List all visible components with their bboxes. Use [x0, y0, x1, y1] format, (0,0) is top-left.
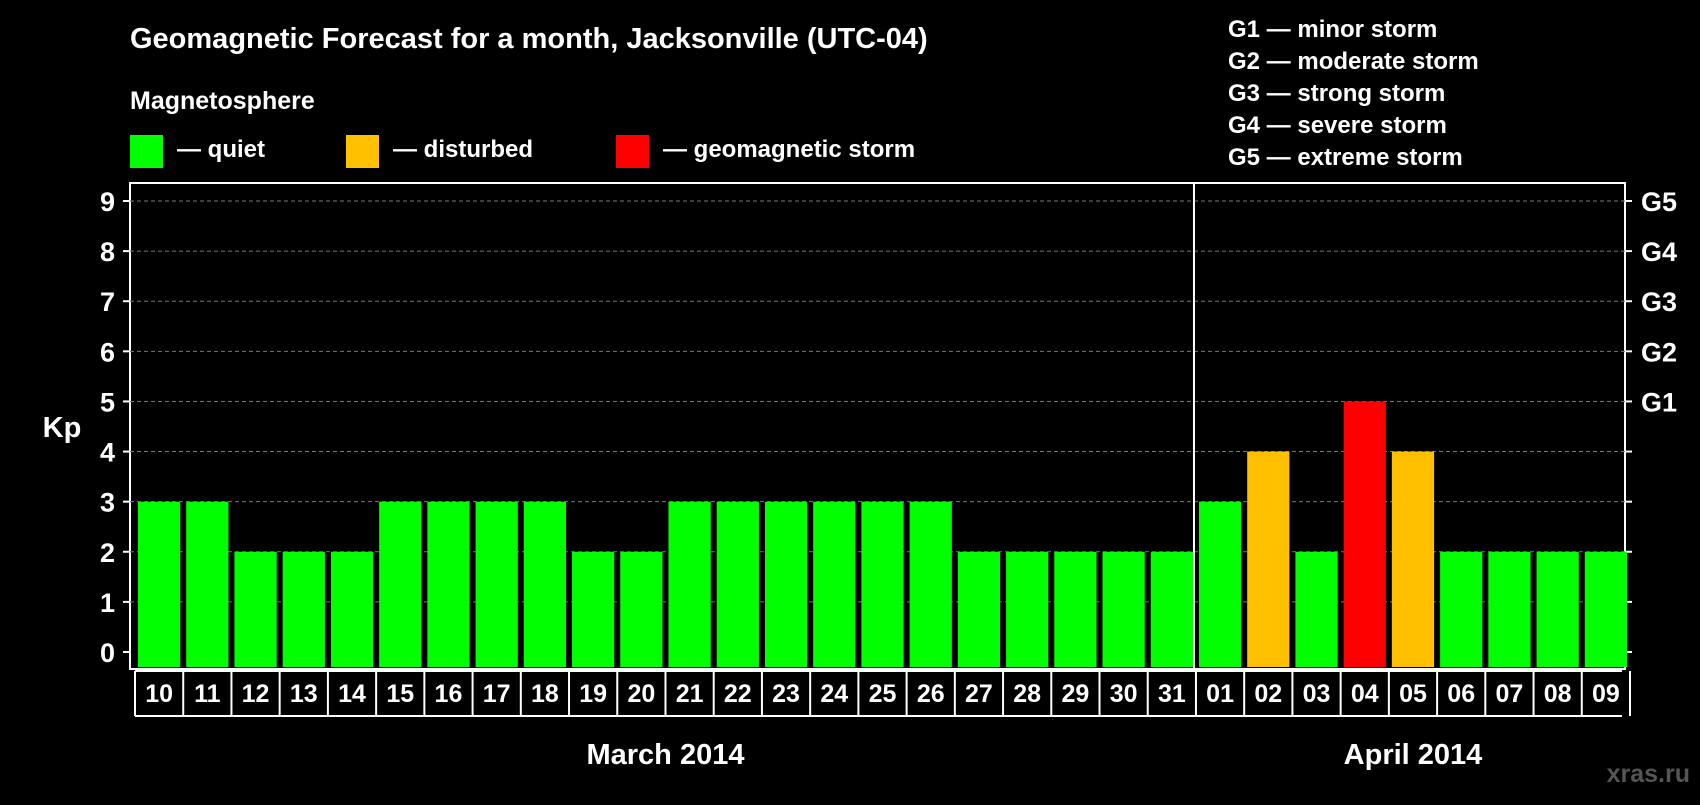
right-tick-label: G2	[1641, 337, 1677, 367]
x-tick-label: 23	[772, 680, 800, 708]
x-tick-label: 05	[1399, 680, 1427, 708]
bar	[1247, 451, 1290, 667]
bar	[523, 501, 567, 667]
x-tick-label: 15	[386, 680, 414, 708]
plot-frame	[129, 182, 1626, 670]
bar	[1054, 551, 1097, 667]
bar	[1198, 501, 1242, 667]
right-tick-label: G3	[1641, 287, 1677, 317]
y-tick-label: 3	[100, 488, 115, 518]
x-tick-label: 08	[1544, 680, 1572, 708]
bar	[1488, 551, 1531, 667]
x-tick-label: 03	[1303, 680, 1331, 708]
x-tick-label: 22	[724, 680, 752, 708]
watermark: xras.ru	[1607, 760, 1690, 788]
bar	[1440, 551, 1483, 667]
legend-label-disturbed: — disturbed	[393, 136, 533, 163]
bar	[427, 501, 470, 667]
bar	[572, 551, 615, 667]
x-tick-label: 10	[145, 680, 173, 708]
x-tick-label: 16	[435, 680, 463, 708]
x-tick-label: 17	[483, 680, 511, 708]
x-tick-label: 31	[1158, 680, 1186, 708]
y-tick-label: 9	[100, 187, 115, 217]
y-tick-label: 7	[100, 287, 115, 317]
bar	[1006, 551, 1049, 667]
bar	[716, 501, 759, 667]
y-tick-label: 0	[100, 638, 115, 668]
y-tick-label: 5	[100, 387, 115, 417]
y-tick-label: 8	[100, 237, 115, 267]
bar	[957, 551, 1001, 667]
x-tick-label: 28	[1013, 680, 1041, 708]
bar	[1295, 551, 1338, 667]
right-tick-label: G5	[1641, 187, 1677, 217]
x-tick-label: 30	[1110, 680, 1138, 708]
x-tick-label: 14	[338, 680, 366, 708]
x-tick-label: 19	[579, 680, 607, 708]
y-tick-label: 4	[100, 438, 115, 468]
bar	[1391, 451, 1435, 667]
y-axis-label: Kp	[43, 412, 82, 444]
x-tick-label: 04	[1351, 680, 1379, 708]
storm-scale-g4: G4 — severe storm	[1228, 112, 1447, 139]
storm-scale-g5: G5 — extreme storm	[1228, 144, 1463, 171]
x-tick-label: 29	[1061, 680, 1089, 708]
x-tick-label: 18	[531, 680, 559, 708]
y-tick-label: 1	[100, 588, 115, 618]
y-tick-label: 6	[100, 337, 115, 367]
x-tick-label: 11	[194, 680, 221, 708]
y-tick-label: 2	[100, 538, 115, 568]
x-tick-label: 12	[242, 680, 270, 708]
bar	[1584, 551, 1627, 667]
legend-label-storm: — geomagnetic storm	[663, 136, 915, 163]
bar	[909, 501, 952, 667]
right-tick-label: G4	[1641, 237, 1677, 267]
legend-swatch-quiet	[130, 135, 163, 168]
storm-scale-g1: G1 — minor storm	[1228, 16, 1437, 43]
storm-scale-g3: G3 — strong storm	[1228, 80, 1445, 107]
bar	[282, 551, 325, 667]
bar	[186, 501, 229, 667]
bar	[1536, 551, 1579, 667]
x-tick-label: 13	[290, 680, 318, 708]
right-tick-label: G1	[1641, 387, 1677, 417]
storm-scale-g2: G2 — moderate storm	[1228, 48, 1479, 75]
chart-title: Geomagnetic Forecast for a month, Jackso…	[130, 23, 928, 55]
legend-label-quiet: — quiet	[177, 136, 265, 163]
x-tick-label: 06	[1447, 680, 1475, 708]
bar	[1343, 401, 1386, 667]
x-tick-label: 27	[965, 680, 993, 708]
x-tick-label: 09	[1592, 680, 1620, 708]
bar	[379, 501, 422, 667]
bar	[668, 501, 711, 667]
x-tick-label: 01	[1206, 680, 1234, 708]
x-tick-label: 24	[820, 680, 848, 708]
bar	[138, 501, 181, 667]
bar	[475, 501, 518, 667]
legend-heading: Magnetosphere	[130, 87, 315, 115]
bar	[234, 551, 277, 667]
bar	[330, 551, 374, 667]
x-tick-label: 21	[676, 680, 704, 708]
legend-swatch-disturbed	[346, 135, 379, 168]
bar	[1150, 551, 1193, 667]
x-tick-label: 07	[1496, 680, 1524, 708]
bar	[620, 551, 663, 667]
bar	[861, 501, 904, 667]
x-tick-label: 02	[1254, 680, 1282, 708]
bar	[1102, 551, 1145, 667]
month-label: April 2014	[1344, 739, 1483, 771]
month-label: March 2014	[586, 739, 744, 771]
legend-swatch-storm	[616, 135, 649, 168]
x-tick-label: 20	[627, 680, 655, 708]
bar	[813, 501, 856, 667]
x-tick-label: 26	[917, 680, 945, 708]
x-tick-label: 25	[869, 680, 897, 708]
bar	[764, 501, 808, 667]
